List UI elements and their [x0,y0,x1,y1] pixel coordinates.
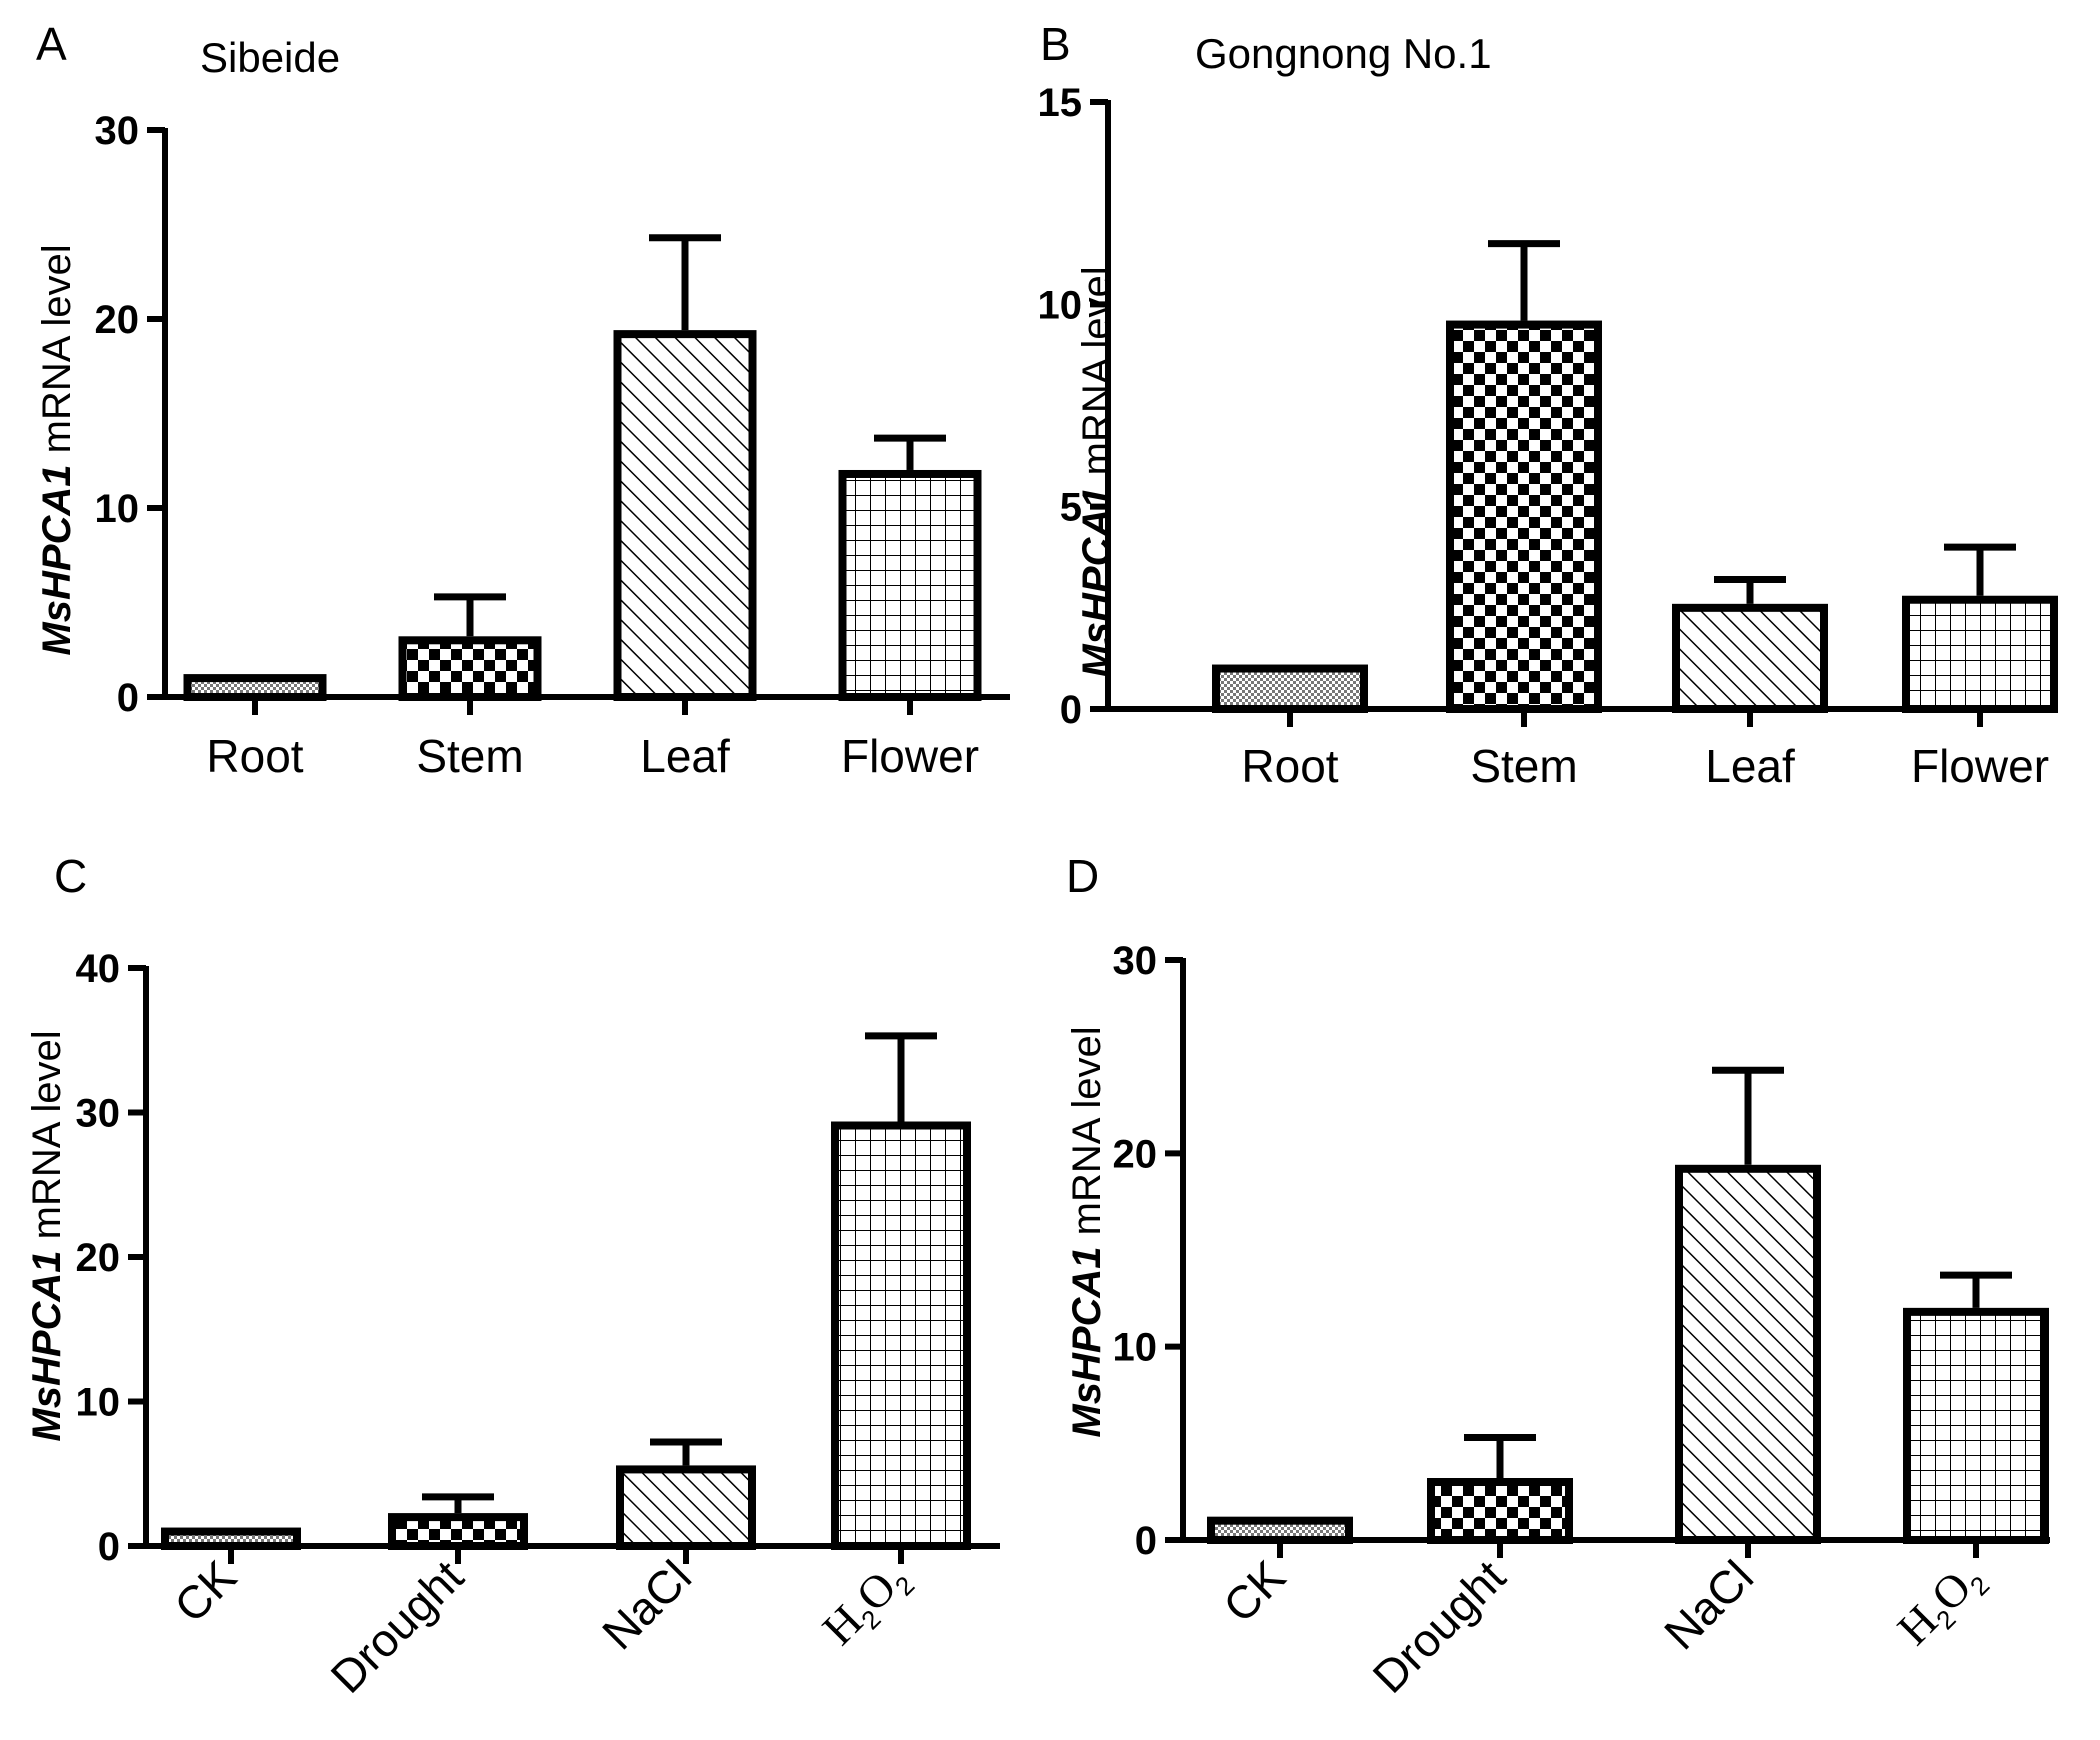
axes: 0 10 20 30 Root Stem Leaf Flower [95,109,1010,782]
panel-letter: C [54,850,87,902]
y-tick-label: 15 [1038,81,1083,125]
bar-stem [398,636,542,701]
y-tick-label: 0 [98,1525,120,1569]
category-label: CK [1213,1550,1295,1632]
bar-drought [1427,1478,1573,1544]
symbol: O [1921,1561,1981,1621]
y-tick-label: 40 [76,947,121,991]
y-tick-label: 10 [1038,283,1083,327]
axes: 0 5 10 15 Root Stem Leaf Flower [1038,81,2050,792]
y-tick-label: 10 [76,1381,121,1425]
bar-nacl [1675,1164,1821,1545]
category-label: Leaf [1705,740,1795,792]
y-tick-label: 30 [76,1092,121,1136]
y-axis-label: MsHPCA1 mRNA level [1065,1026,1109,1437]
bar-flower [1902,595,2058,713]
bar-leaf [1672,603,1828,713]
bar-drought [388,1513,528,1550]
y-axis-label: MsHPCA1 mRNA level [25,1030,69,1441]
category-label: Stem [1470,740,1577,792]
category-label: Drought [321,1550,474,1703]
bars [161,1032,971,1551]
panel-letter: B [1040,18,1071,70]
panel-b: B Gongnong No.1 MsHPCA1 mRNA level 0 5 10 1… [1038,18,2058,792]
category-label: Root [1241,740,1338,792]
bar-nacl [616,1465,756,1551]
bar-flower [838,469,982,702]
category-label: Leaf [640,730,730,782]
category-label: Root [206,730,303,782]
symbol: H [813,1595,873,1655]
category-label: Stem [416,730,523,782]
category-label: H2O2 [1888,1551,1996,1659]
bar-h2o2 [831,1121,971,1550]
panel-title: Gongnong No.1 [1195,30,1492,77]
category-label: Flower [1911,740,2049,792]
y-tick-label: 10 [95,487,140,531]
panel-letter: D [1066,850,1099,902]
panel-title: Sibeide [200,34,340,81]
panel-a: A Sibeide MsHPCA1 mRNA level 0 10 20 30 Root… [35,18,1010,782]
y-tick-label: 20 [1113,1132,1158,1176]
bar-stem [1446,320,1602,713]
y-tick-label: 0 [117,676,139,720]
category-label: H2O2 [813,1551,921,1659]
y-tick-label: 30 [1113,939,1158,983]
bar-h2o2 [1903,1307,2049,1545]
y-tick-label: 10 [1113,1326,1158,1370]
bar-root [1212,664,1368,713]
y-tick-label: 20 [76,1236,121,1280]
y-tick-label: 0 [1060,688,1082,732]
bars [1212,240,2058,713]
category-label: Drought [1363,1550,1516,1703]
bars [1207,1066,2049,1545]
category-label: Flower [841,730,979,782]
y-tick-label: 0 [1135,1519,1157,1563]
category-label: NaCl [592,1550,701,1659]
y-axis-label: MsHPCA1 mRNA level [1075,266,1119,677]
bar-leaf [613,330,757,701]
y-axis-label: MsHPCA1 mRNA level [35,244,79,655]
y-tick-label: 20 [95,298,140,342]
symbol: H [1888,1595,1948,1655]
panel-letter: A [36,18,67,70]
symbol: O [846,1561,906,1621]
y-tick-label: 5 [1060,486,1082,530]
y-tick-label: 30 [95,109,140,153]
category-label: NaCl [1654,1550,1763,1659]
panel-d: D MsHPCA1 mRNA level 0 10 20 30 CK Drought NaC… [1065,850,2050,1703]
bars [183,234,982,702]
